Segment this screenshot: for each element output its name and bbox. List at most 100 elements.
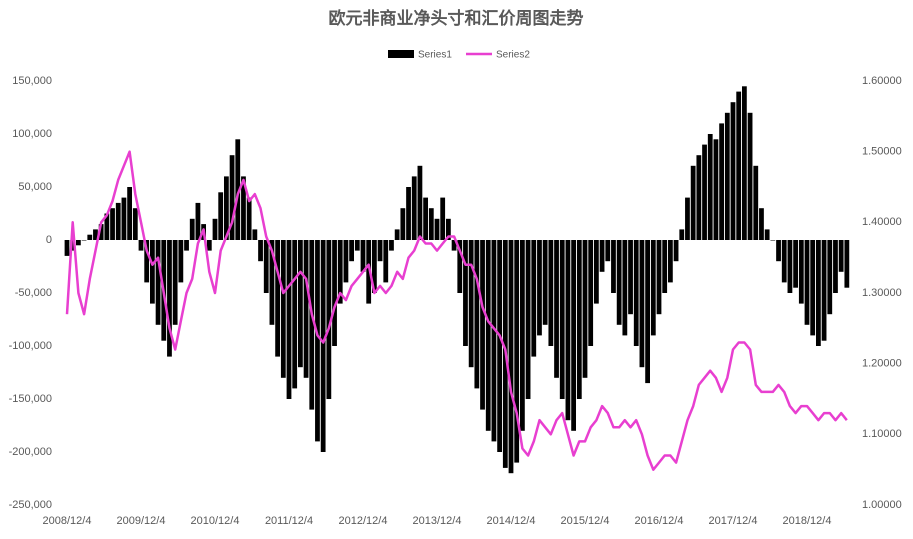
bar [320,240,326,452]
bar [434,218,440,240]
bar [554,240,559,378]
bar [309,240,315,410]
bar [759,208,764,240]
y2-tick-label: 1.30000 [862,287,902,299]
bar [525,240,531,399]
x-tick-label: 2015/12/4 [561,515,610,527]
bar [275,240,281,357]
bar [633,240,639,346]
bar [178,240,184,283]
bar [297,240,303,368]
bar [144,240,150,283]
legend-swatch [388,50,414,58]
y-tick-label: -150,000 [9,393,52,405]
legend-label: Series1 [418,50,452,61]
y-tick-label: -50,000 [15,287,52,299]
x-tick-label: 2008/12/4 [43,515,92,527]
bar [616,240,622,325]
bar [417,165,423,240]
x-tick-label: 2014/12/4 [487,515,536,527]
bar [440,197,446,240]
bar [394,229,400,240]
bar [764,229,770,240]
bar [411,176,417,240]
bar [184,240,189,251]
bar [315,240,320,442]
bar [559,240,565,399]
bar [514,240,520,463]
bar [827,240,833,315]
bar [611,240,616,293]
bar [371,240,377,293]
x-tick-label: 2013/12/4 [413,515,462,527]
bar [229,155,235,240]
bar [531,240,537,357]
bar [343,240,349,283]
bar [286,240,292,399]
y-tick-label: -100,000 [9,340,52,352]
bar [451,240,457,251]
y-tick-label: -250,000 [9,499,52,511]
bar [149,240,155,304]
x-tick-label: 2009/12/4 [117,515,166,527]
y-tick-label: -200,000 [9,446,52,458]
chart-title: 欧元非商业净头寸和汇价周图走势 [329,8,584,28]
bar [582,240,588,378]
bar [690,165,696,240]
bar [121,197,127,240]
x-tick-label: 2017/12/4 [709,515,758,527]
bar [195,202,201,240]
bar [844,240,850,288]
bar [753,165,759,240]
bar [463,240,468,346]
bar [104,213,110,240]
bar [741,86,747,240]
bar [252,229,258,240]
bar [269,240,275,325]
bar [736,91,742,240]
bar [724,112,730,240]
bar [406,187,411,240]
bar [508,240,514,474]
bar [667,240,673,283]
bar [645,240,651,384]
bar [172,240,178,325]
bar [838,240,844,272]
bar [696,155,702,240]
bar [639,240,645,368]
bar [428,208,434,240]
bar [485,240,491,431]
bar [679,229,685,240]
bar [241,176,246,240]
bar [673,240,679,262]
bar [747,112,753,240]
bar [480,240,485,410]
bar [218,192,224,240]
bar [235,139,241,240]
bar [332,240,337,346]
bar [793,240,799,288]
bar [292,240,298,389]
bar [263,240,269,293]
y2-tick-label: 1.10000 [862,428,902,440]
y-tick-label: 0 [46,234,52,246]
bar [70,240,76,251]
bar [167,240,172,357]
y2-tick-label: 1.50000 [862,146,902,158]
bar [64,240,70,256]
bar [730,102,736,240]
bar [776,240,781,262]
bar [383,240,389,283]
bar [781,240,787,283]
bar [491,240,497,442]
bar [354,240,360,251]
bar [206,240,212,251]
bar [787,240,793,293]
bar [605,240,611,262]
bar [115,202,121,240]
bar [445,218,451,240]
bar [542,240,548,325]
bar [280,240,286,378]
legend-label: Series2 [496,50,530,61]
